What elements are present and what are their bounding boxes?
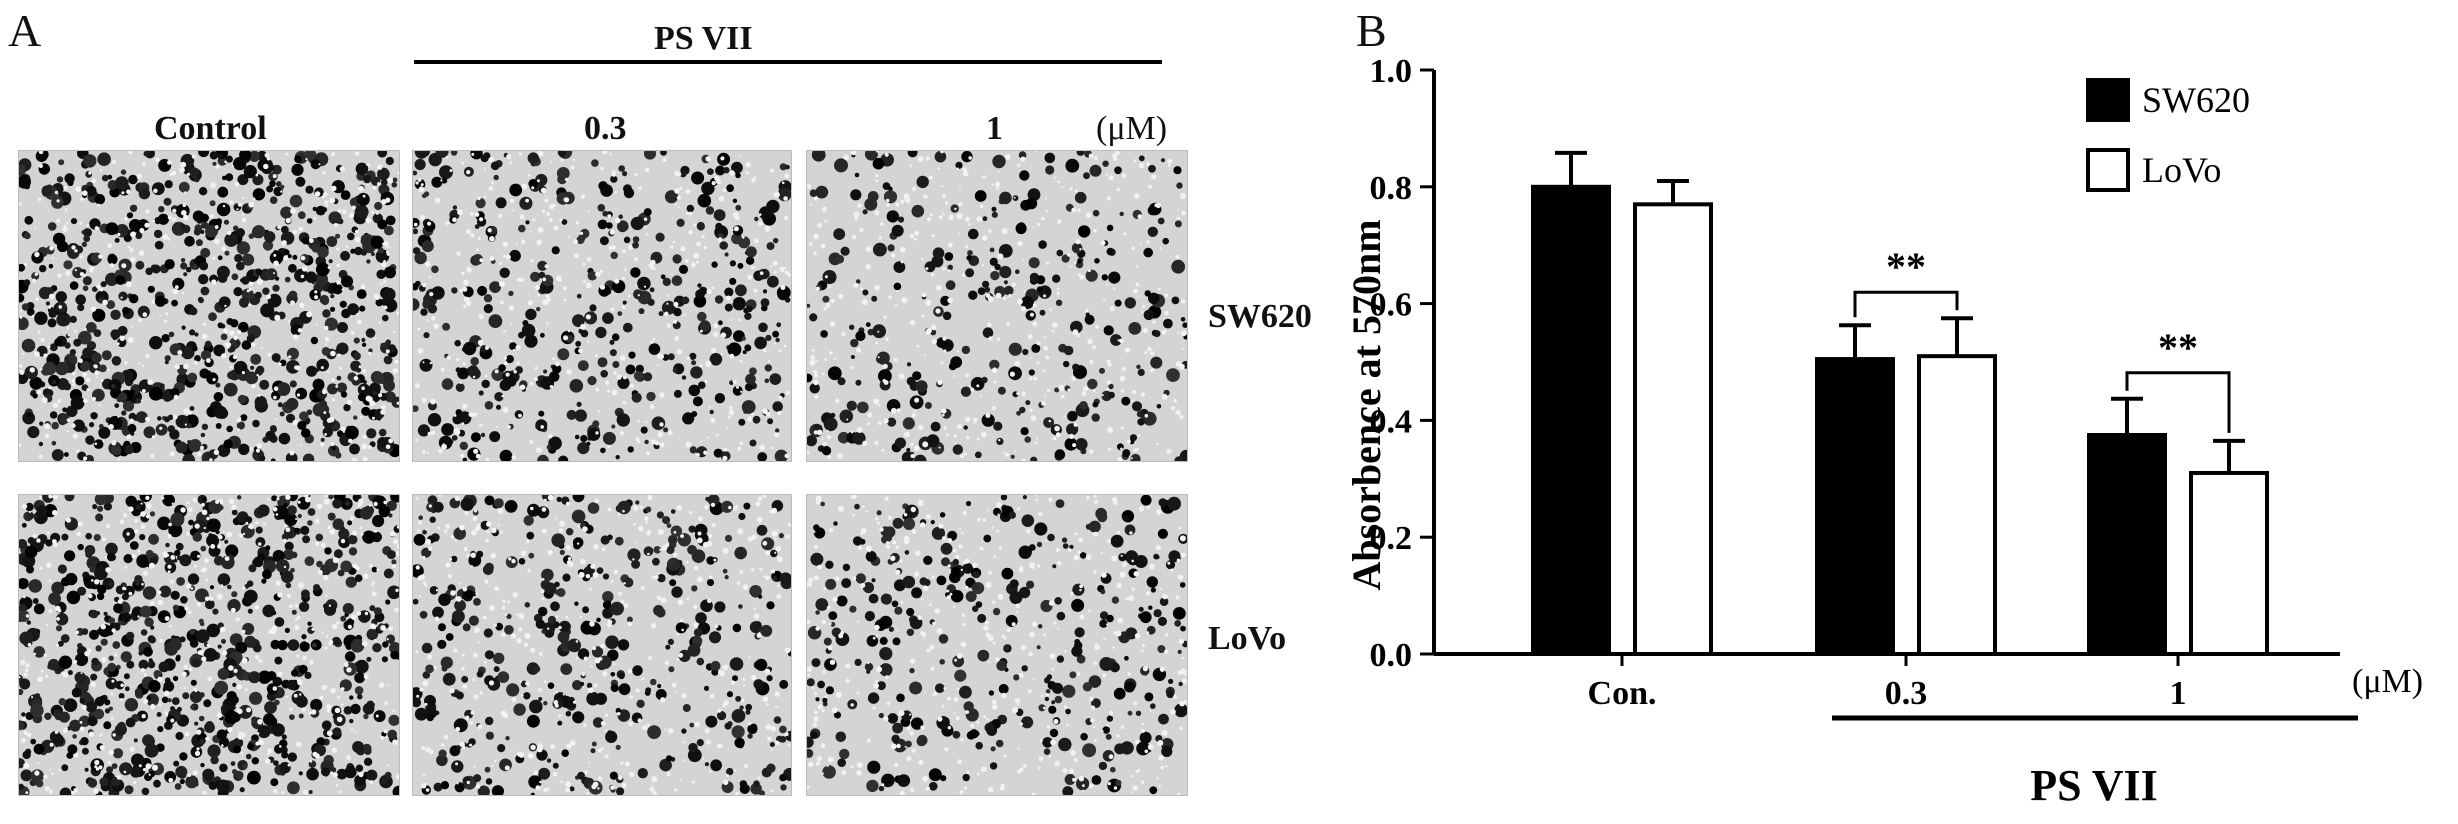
legend-label-lovo: LoVo <box>2142 150 2221 190</box>
significance-label: ** <box>2158 325 2198 370</box>
legend-label-sw620: SW620 <box>2142 80 2250 120</box>
y-tick-label: 1.0 <box>1370 53 1413 90</box>
bar-lovo-Con. <box>1633 202 1713 656</box>
legend-swatch-lovo <box>2086 148 2130 192</box>
bar-lovo-1 <box>2189 470 2269 656</box>
x-tick-label: 1 <box>2170 675 2187 712</box>
micrograph-lovo-control <box>18 494 400 796</box>
x-tick-label: 0.3 <box>1885 675 1928 712</box>
bar-lovo-0.3 <box>1917 354 1997 656</box>
panel-a-row-label-sw620: SW620 <box>1208 298 1312 335</box>
panel-a-letter: A <box>8 5 42 56</box>
panel-a-group-label: PS VII <box>654 20 753 57</box>
panel-a-row-label-lovo: LoVo <box>1208 620 1287 657</box>
y-tick-label: 0.4 <box>1370 403 1413 440</box>
panel-a-column-label-control: Control <box>154 110 267 147</box>
panel-a-group-line <box>414 60 1162 64</box>
panel-b-letter: B <box>1356 5 1387 56</box>
bar-sw620-0.3 <box>1815 357 1895 656</box>
micrograph-lovo-1 <box>806 494 1188 796</box>
bar-sw620-Con. <box>1531 184 1611 657</box>
significance-bracket <box>2125 371 2231 433</box>
significance-label: ** <box>1886 244 1926 289</box>
panel-a-unit-label: (μM) <box>1096 110 1168 147</box>
micrograph-sw620-control <box>18 150 400 462</box>
significance-annotations: ** ** <box>1853 244 2231 433</box>
y-axis-label: Absorbence at 570nm <box>1344 219 1389 590</box>
panel-a-column-label-1: 1 <box>986 110 1003 147</box>
legend-swatch-sw620 <box>2086 78 2130 122</box>
y-tick-label: 0.6 <box>1370 287 1413 324</box>
bar-sw620-1 <box>2087 433 2167 656</box>
significance-bracket <box>1853 290 1959 318</box>
micrograph-lovo-0.3 <box>412 494 792 796</box>
y-tick-label: 0.2 <box>1370 520 1413 557</box>
x-unit-label: (μM) <box>2352 663 2423 700</box>
panel-a-column-label-0.3: 0.3 <box>584 110 627 147</box>
panel-b-group-label: PS VII <box>2030 761 2158 810</box>
x-tick-label: Con. <box>1588 675 1657 712</box>
micrograph-sw620-0.3 <box>412 150 792 462</box>
micrograph-sw620-1 <box>806 150 1188 462</box>
y-tick-label: 0.8 <box>1370 170 1413 207</box>
legend: SW620 LoVo <box>2086 78 2250 192</box>
y-tick-label: 0.0 <box>1370 637 1413 674</box>
bars <box>1531 150 2269 657</box>
